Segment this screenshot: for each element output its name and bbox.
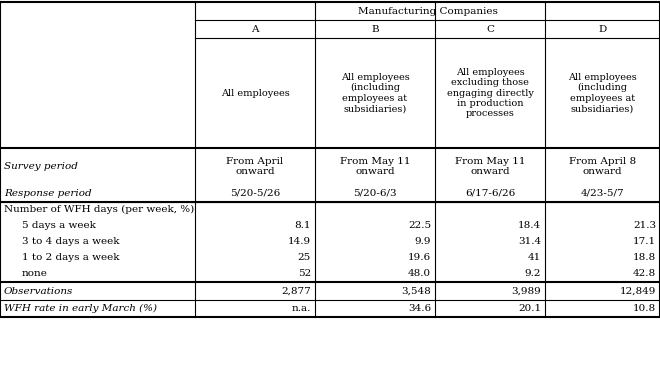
Text: 42.8: 42.8 xyxy=(633,269,656,278)
Text: 18.4: 18.4 xyxy=(518,221,541,229)
Text: 12,849: 12,849 xyxy=(620,286,656,296)
Text: All employees
(including
employees at
subsidiaries): All employees (including employees at su… xyxy=(568,73,637,113)
Text: 3,548: 3,548 xyxy=(401,286,431,296)
Text: 3 to 4 days a week: 3 to 4 days a week xyxy=(22,236,119,246)
Text: 18.8: 18.8 xyxy=(633,252,656,262)
Text: 41: 41 xyxy=(528,252,541,262)
Text: 2,877: 2,877 xyxy=(281,286,311,296)
Text: 14.9: 14.9 xyxy=(288,236,311,246)
Text: 22.5: 22.5 xyxy=(408,221,431,229)
Text: B: B xyxy=(371,24,379,34)
Text: From May 11
onward: From May 11 onward xyxy=(340,157,411,176)
Text: 25: 25 xyxy=(298,252,311,262)
Text: 31.4: 31.4 xyxy=(518,236,541,246)
Text: 19.6: 19.6 xyxy=(408,252,431,262)
Text: From May 11
onward: From May 11 onward xyxy=(455,157,525,176)
Text: Survey period: Survey period xyxy=(4,162,78,171)
Text: 5/20-5/26: 5/20-5/26 xyxy=(230,189,280,198)
Text: 4/23-5/7: 4/23-5/7 xyxy=(581,189,624,198)
Text: Number of WFH days (per week, %): Number of WFH days (per week, %) xyxy=(4,205,194,214)
Text: 8.1: 8.1 xyxy=(294,221,311,229)
Text: Response period: Response period xyxy=(4,189,92,198)
Text: 5/20-6/3: 5/20-6/3 xyxy=(353,189,397,198)
Text: 52: 52 xyxy=(298,269,311,278)
Text: 9.9: 9.9 xyxy=(414,236,431,246)
Text: 1 to 2 days a week: 1 to 2 days a week xyxy=(22,252,119,262)
Text: From April 8
onward: From April 8 onward xyxy=(569,157,636,176)
Text: 6/17-6/26: 6/17-6/26 xyxy=(465,189,515,198)
Text: 3,989: 3,989 xyxy=(512,286,541,296)
Text: Observations: Observations xyxy=(4,286,73,296)
Text: 21.3: 21.3 xyxy=(633,221,656,229)
Text: All employees: All employees xyxy=(220,88,289,98)
Text: 48.0: 48.0 xyxy=(408,269,431,278)
Text: 5 days a week: 5 days a week xyxy=(22,221,96,229)
Text: 17.1: 17.1 xyxy=(633,236,656,246)
Text: none: none xyxy=(22,269,48,278)
Text: 34.6: 34.6 xyxy=(408,304,431,313)
Text: n.a.: n.a. xyxy=(292,304,311,313)
Text: WFH rate in early March (%): WFH rate in early March (%) xyxy=(4,304,157,313)
Text: All employees
excluding those
engaging directly
in production
processes: All employees excluding those engaging d… xyxy=(447,68,533,118)
Text: Manufacturing Companies: Manufacturing Companies xyxy=(358,7,498,16)
Text: 9.2: 9.2 xyxy=(525,269,541,278)
Text: 20.1: 20.1 xyxy=(518,304,541,313)
Text: C: C xyxy=(486,24,494,34)
Text: All employees
(including
employees at
subsidiaries): All employees (including employees at su… xyxy=(341,73,409,113)
Text: From April
onward: From April onward xyxy=(226,157,284,176)
Text: D: D xyxy=(599,24,607,34)
Text: 10.8: 10.8 xyxy=(633,304,656,313)
Text: A: A xyxy=(251,24,259,34)
